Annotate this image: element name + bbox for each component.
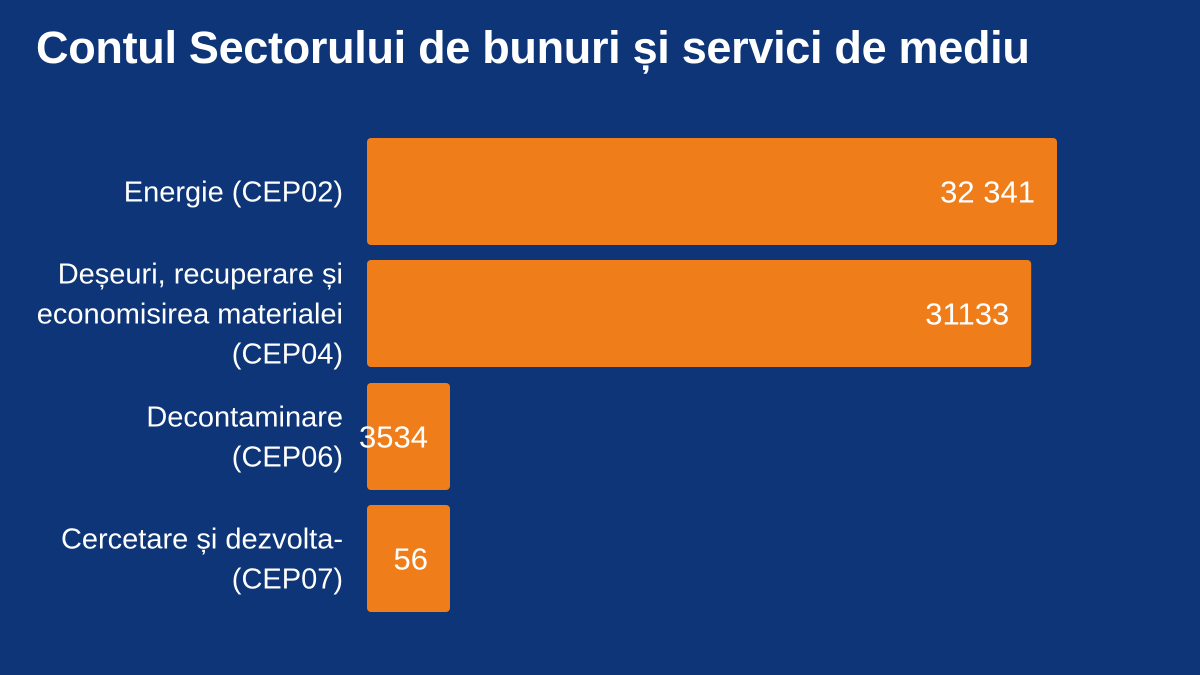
category-label-line: Decontaminare [146, 402, 343, 434]
category-label-line: Cercetare și dezvolta- [61, 524, 343, 556]
category-label-3: Cercetare și dezvolta- (CEP07) [61, 524, 343, 596]
category-label-0: Energie (CEP02) [124, 177, 343, 209]
category-label-line: Energie (CEP02) [124, 177, 343, 209]
category-label-line: (CEP06) [232, 442, 343, 474]
category-label-line: Deșeuri, recuperare și [58, 259, 343, 291]
category-label-line: economisirea materialei [37, 299, 343, 331]
category-label-1: Deșeuri, recuperare și economisirea mater… [37, 259, 343, 371]
bar-0 [367, 138, 1057, 245]
bar-value-label-2: 3534 [359, 420, 428, 455]
category-label-line: (CEP04) [232, 339, 343, 371]
chart-title: Contul Sectorului de bunuri și servici d… [36, 22, 1030, 73]
bar-value-label-3: 56 [394, 542, 428, 577]
bar-1 [367, 260, 1032, 367]
bar-value-label-1: 31133 [925, 297, 1009, 332]
bar-value-label-0: 32 341 [940, 175, 1035, 210]
category-label-2: Decontaminare (CEP06) [146, 402, 343, 474]
category-label-line: (CEP07) [232, 564, 343, 596]
bar-2 [367, 383, 450, 490]
bar-3 [367, 505, 450, 612]
